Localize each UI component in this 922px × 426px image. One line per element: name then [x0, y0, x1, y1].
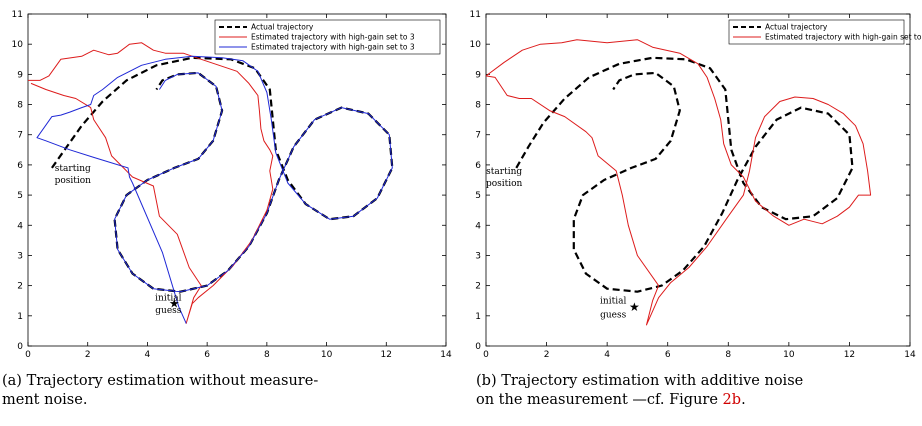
y-tick-label: 8 [17, 101, 23, 111]
y-tick-label: 9 [475, 70, 481, 80]
legend-label: Actual trajectory [251, 23, 314, 32]
y-tick-label: 9 [17, 70, 23, 80]
subplot-a: 0 2 4 6 8 10 12 1401234567891011★startingpositi… [12, 10, 452, 360]
figure: 0 2 4 6 8 10 12 1401234567891011★startingpositi… [12, 10, 922, 360]
y-tick-label: 0 [475, 342, 481, 352]
legend-label: Actual trajectory [765, 23, 828, 32]
axes-frame [27, 13, 447, 347]
legend-label: Estimated trajectory with high-gain set … [251, 43, 415, 52]
y-tick-label: 3 [475, 251, 481, 261]
y-tick-label: 4 [17, 221, 23, 231]
axes-frame [485, 13, 911, 347]
y-tick-label: 7 [17, 131, 23, 141]
x-tick-label: 10 [783, 350, 795, 360]
caption-a-line2: ment noise. [2, 392, 88, 408]
annotation-label: starting [486, 167, 522, 177]
subplot-b: 0 2 4 6 8 10 12 1401234567891011★startingpositi… [470, 10, 922, 360]
annotation-label: guess [155, 306, 182, 316]
x-tick-label: 6 [204, 350, 210, 360]
annotation-label: initial [155, 294, 181, 304]
annotation-label: guess [600, 310, 627, 320]
annotation-label: position [486, 179, 523, 189]
y-tick-label: 4 [475, 221, 481, 231]
y-tick-label: 8 [475, 101, 481, 111]
y-tick-label: 6 [17, 161, 23, 171]
legend-box [214, 19, 441, 55]
initial-guess-star-icon: ★ [169, 297, 180, 311]
annotation-label: position [55, 176, 92, 186]
y-tick-label: 11 [470, 10, 481, 20]
x-tick-label: 12 [381, 350, 392, 360]
y-tick-label: 10 [470, 40, 482, 50]
x-tick-label: 4 [604, 350, 610, 360]
y-tick-label: 10 [12, 40, 24, 50]
caption-b-line2-end: . [741, 392, 746, 408]
caption-a-line1: Trajectory estimation without measure- [26, 373, 319, 389]
annotation-label: initial [600, 297, 626, 307]
y-tick-label: 5 [475, 191, 481, 201]
x-tick-label: 6 [665, 350, 671, 360]
figure-reference-link[interactable]: 2b [722, 392, 742, 408]
actual-trajectory-line [515, 56, 854, 293]
y-tick-label: 3 [17, 251, 23, 261]
legend-label: Estimated trajectory with high-gain set … [251, 33, 415, 42]
x-tick-label: 14 [904, 350, 916, 360]
y-tick-label: 0 [17, 342, 23, 352]
initial-guess-star-icon: ★ [629, 300, 640, 314]
y-tick-label: 6 [475, 161, 481, 171]
x-tick-label: 2 [544, 350, 550, 360]
x-tick-label: 2 [85, 350, 91, 360]
x-tick-label: 12 [844, 350, 855, 360]
y-tick-label: 5 [17, 191, 23, 201]
y-tick-label: 2 [475, 282, 481, 292]
x-tick-label: 0 [483, 350, 489, 360]
legend-label: Estimated trajectory with high-gain set … [765, 33, 922, 42]
x-tick-label: 14 [440, 350, 452, 360]
caption-b-line1: Trajectory estimation with additive nois… [501, 373, 804, 389]
caption-a-label: (a) [2, 373, 22, 389]
estimated-trajectory-line [485, 39, 872, 326]
y-tick-label: 1 [17, 312, 23, 322]
caption-b-line2: on the measurement —cf. Figure [476, 392, 723, 408]
y-tick-label: 7 [475, 131, 481, 141]
y-tick-label: 11 [12, 10, 23, 20]
estimated-trajectory-line [28, 42, 274, 324]
x-tick-label: 0 [25, 350, 31, 360]
x-tick-label: 10 [321, 350, 333, 360]
legend-box [728, 19, 905, 45]
x-tick-label: 8 [264, 350, 270, 360]
estimated-trajectory-line [36, 55, 393, 324]
actual-trajectory-line [51, 56, 394, 293]
caption-b-label: (b) [476, 373, 497, 389]
caption-b: (b) Trajectory estimation with additive … [476, 372, 908, 410]
y-tick-label: 2 [17, 282, 23, 292]
x-tick-label: 8 [725, 350, 731, 360]
x-tick-label: 4 [145, 350, 151, 360]
y-tick-label: 1 [475, 312, 481, 322]
annotation-label: starting [55, 164, 91, 174]
caption-a: (a) Trajectory estimation without measur… [2, 372, 434, 410]
